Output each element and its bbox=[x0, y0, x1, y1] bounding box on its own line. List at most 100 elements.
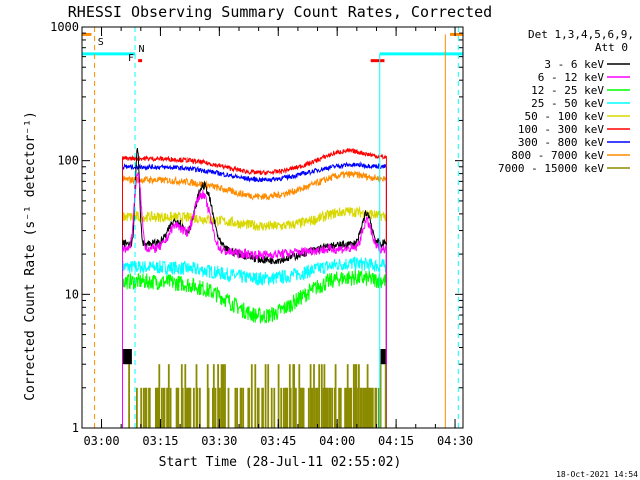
olive-bar bbox=[282, 387, 285, 428]
olive-bar bbox=[196, 387, 199, 428]
legend-label: 3 - 6 keV bbox=[544, 58, 604, 71]
olive-bar bbox=[148, 387, 151, 428]
series-25-50-kev-line bbox=[122, 256, 387, 428]
plot-frame bbox=[81, 26, 464, 429]
olive-bar bbox=[295, 387, 297, 428]
legend-label: 300 - 800 keV bbox=[518, 136, 604, 149]
olive-bar bbox=[250, 364, 253, 428]
olive-bar bbox=[377, 387, 380, 428]
legend-label: 6 - 12 keV bbox=[538, 71, 605, 84]
black-bar bbox=[380, 348, 386, 365]
axes: 1 10 100 1000 03:00 03:15 03:30 03:45 04:00 04:15… bbox=[50, 20, 473, 448]
olive-bar bbox=[262, 387, 264, 428]
olive-bar bbox=[234, 387, 237, 428]
chart-title: RHESSI Observing Summary Count Rates, Co… bbox=[68, 3, 492, 21]
series-300-800-kev-line bbox=[122, 160, 387, 428]
series-50-100-kev-line bbox=[122, 205, 387, 428]
y-tick-label: 1 bbox=[72, 421, 79, 435]
olive-bar bbox=[326, 387, 329, 428]
olive-bar bbox=[350, 387, 353, 428]
olive-bar bbox=[273, 387, 276, 428]
olive-bar bbox=[189, 387, 192, 428]
olive-bar bbox=[161, 387, 163, 428]
olive-bar bbox=[142, 387, 145, 428]
olive-bar bbox=[286, 387, 289, 428]
olive-bar bbox=[227, 387, 230, 428]
series-3-6-kev-low-segments bbox=[122, 348, 386, 365]
olive-bar bbox=[169, 387, 172, 428]
x-axis-label: Start Time (28-Jul-11 02:55:02) bbox=[159, 455, 402, 470]
olive-bar bbox=[339, 387, 342, 428]
olive-bar bbox=[145, 387, 148, 428]
olive-bar bbox=[214, 387, 217, 428]
olive-bar bbox=[267, 364, 270, 428]
series-12-25-kev-line bbox=[122, 267, 387, 428]
x-tick-label: 03:15 bbox=[142, 434, 178, 448]
olive-bar bbox=[363, 387, 365, 428]
olive-bar bbox=[247, 387, 250, 428]
flare-label: F bbox=[128, 53, 134, 64]
olive-bar bbox=[307, 387, 310, 428]
olive-bar bbox=[240, 387, 243, 428]
olive-bar bbox=[347, 387, 350, 428]
olive-bar bbox=[320, 364, 323, 428]
olive-bar bbox=[224, 364, 226, 428]
olive-bar bbox=[379, 364, 382, 428]
x-tick-label: 03:45 bbox=[260, 434, 296, 448]
olive-bar bbox=[193, 387, 195, 428]
legend-label: 25 - 50 keV bbox=[531, 97, 604, 110]
olive-bar bbox=[300, 387, 302, 428]
olive-bar bbox=[177, 387, 180, 428]
olive-bar bbox=[316, 387, 319, 428]
olive-bar bbox=[277, 364, 280, 428]
olive-bar bbox=[167, 364, 170, 428]
plot-area: S NF bbox=[82, 27, 463, 428]
night-label: N bbox=[139, 44, 145, 55]
olive-bar bbox=[185, 387, 187, 428]
olive-bar bbox=[257, 387, 260, 428]
olive-bar bbox=[338, 387, 340, 428]
olive-bar bbox=[254, 364, 257, 428]
olive-bar bbox=[334, 364, 337, 428]
olive-bar bbox=[365, 387, 368, 428]
olive-bar bbox=[158, 364, 161, 428]
olive-bar bbox=[331, 387, 334, 428]
olive-bar bbox=[280, 387, 283, 428]
olive-bar bbox=[302, 387, 305, 428]
legend-label: 12 - 25 keV bbox=[531, 84, 604, 97]
olive-bar bbox=[309, 364, 312, 428]
saa-label: S bbox=[98, 37, 104, 48]
olive-bar bbox=[181, 387, 184, 428]
olive-bar bbox=[369, 387, 372, 428]
x-tick-label: 04:30 bbox=[437, 434, 473, 448]
olive-bar bbox=[199, 387, 201, 428]
series-800-7000-kev-line bbox=[122, 170, 387, 428]
olive-bar bbox=[358, 364, 360, 428]
y-axis-label: Corrected Count Rate (s⁻¹ detector⁻¹) bbox=[23, 111, 38, 401]
olive-bar bbox=[346, 364, 349, 428]
series-3-6-kev-line bbox=[122, 147, 387, 428]
legend-header-line2: Att 0 bbox=[595, 41, 628, 54]
olive-bar bbox=[128, 364, 130, 428]
x-tick-label: 04:00 bbox=[319, 434, 355, 448]
y-tick-label: 10 bbox=[65, 287, 79, 301]
olive-bar bbox=[163, 387, 166, 428]
y-tick-label: 1000 bbox=[50, 20, 79, 34]
olive-bar bbox=[360, 387, 363, 428]
olive-bar bbox=[329, 387, 332, 428]
series-6-12-kev-line bbox=[122, 172, 387, 428]
x-tick-label: 03:00 bbox=[83, 434, 119, 448]
legend-label: 800 - 7000 keV bbox=[511, 149, 604, 162]
olive-bar bbox=[180, 364, 183, 428]
olive-bar bbox=[140, 387, 143, 428]
legend-header-line1: Det 1,3,4,5,6,9, bbox=[528, 28, 634, 41]
olive-bar bbox=[314, 387, 316, 428]
y-tick-label: 100 bbox=[57, 154, 79, 168]
olive-bar bbox=[371, 387, 374, 428]
olive-bar bbox=[289, 387, 292, 428]
olive-bar bbox=[375, 387, 378, 428]
series-7000-15000-kev-bars bbox=[128, 364, 387, 428]
legend-label: 50 - 100 keV bbox=[525, 110, 605, 123]
olive-bar bbox=[299, 387, 302, 428]
